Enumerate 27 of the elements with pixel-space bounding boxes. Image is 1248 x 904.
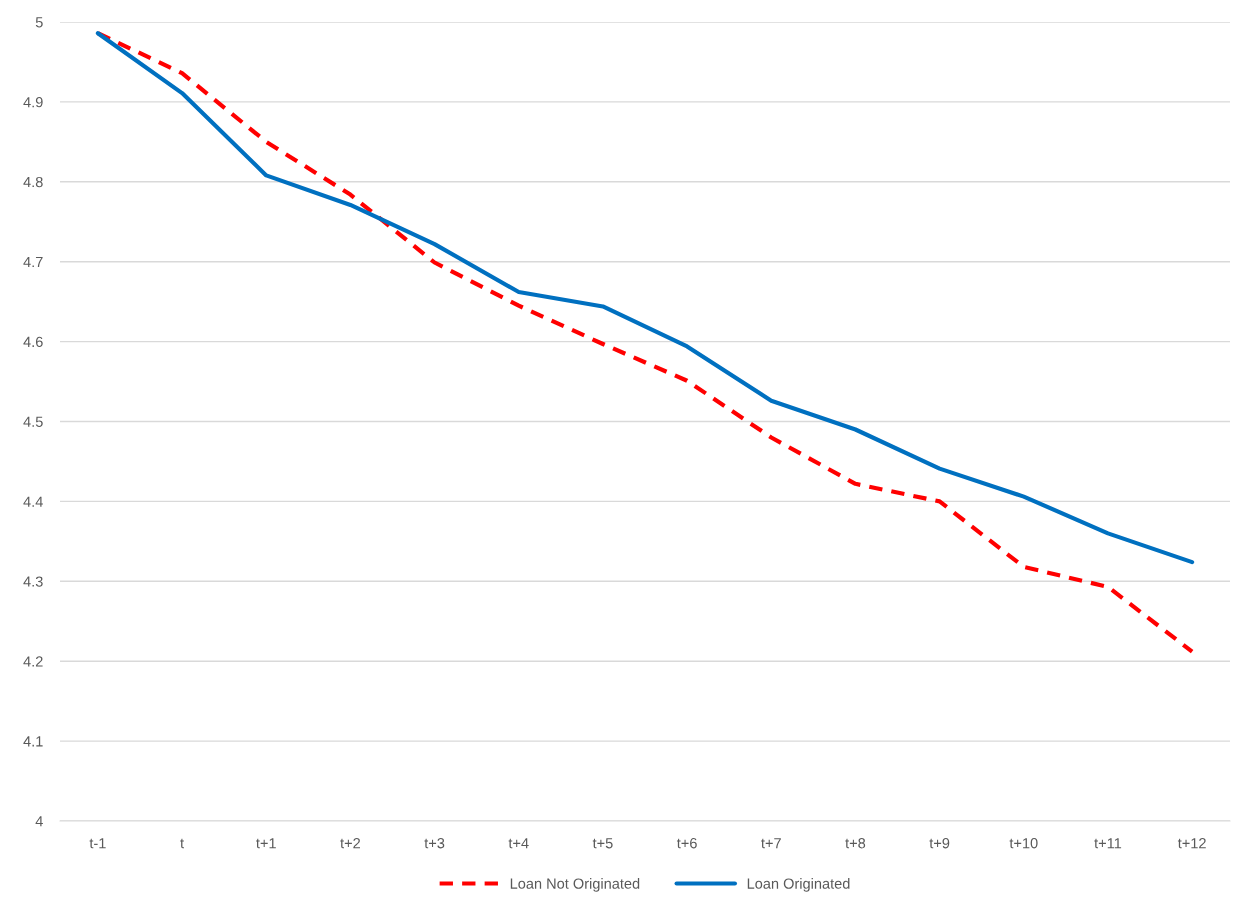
x-tick-label: t+3 <box>424 838 445 849</box>
legend-label: Loan Originated <box>747 878 850 892</box>
y-tick-label: 4.7 <box>23 256 43 267</box>
y-tick-label: 5 <box>35 17 43 28</box>
y-tick-label: 4.5 <box>23 416 43 427</box>
x-tick-label: t+7 <box>761 838 781 849</box>
y-tick-label: 4.4 <box>23 496 43 507</box>
y-tick-label: 4.9 <box>23 97 43 108</box>
x-tick-label: t+6 <box>676 838 697 849</box>
y-tick-label: 4 <box>35 816 43 827</box>
x-tick-label: t+10 <box>1009 838 1038 849</box>
x-tick-label: t-1 <box>89 838 106 849</box>
x-tick-label: t+1 <box>256 838 276 849</box>
y-tick-label: 4.2 <box>23 656 43 667</box>
x-tick-label: t+8 <box>845 838 866 849</box>
x-tick-label: t+4 <box>508 838 529 849</box>
x-tick-label: t+9 <box>929 838 950 849</box>
legend-label: Loan Not Originated <box>510 878 640 892</box>
x-tick-label: t+12 <box>1177 838 1206 849</box>
x-tick-label: t+5 <box>592 838 613 849</box>
x-tick-label: t+11 <box>1094 838 1122 849</box>
y-tick-label: 4.6 <box>23 336 43 348</box>
y-tick-label: 4.3 <box>23 576 43 587</box>
x-tick-label: t+2 <box>340 838 360 849</box>
y-tick-label: 4.8 <box>23 176 43 188</box>
y-tick-label: 4.1 <box>23 736 43 747</box>
x-tick-label: t <box>180 838 184 849</box>
